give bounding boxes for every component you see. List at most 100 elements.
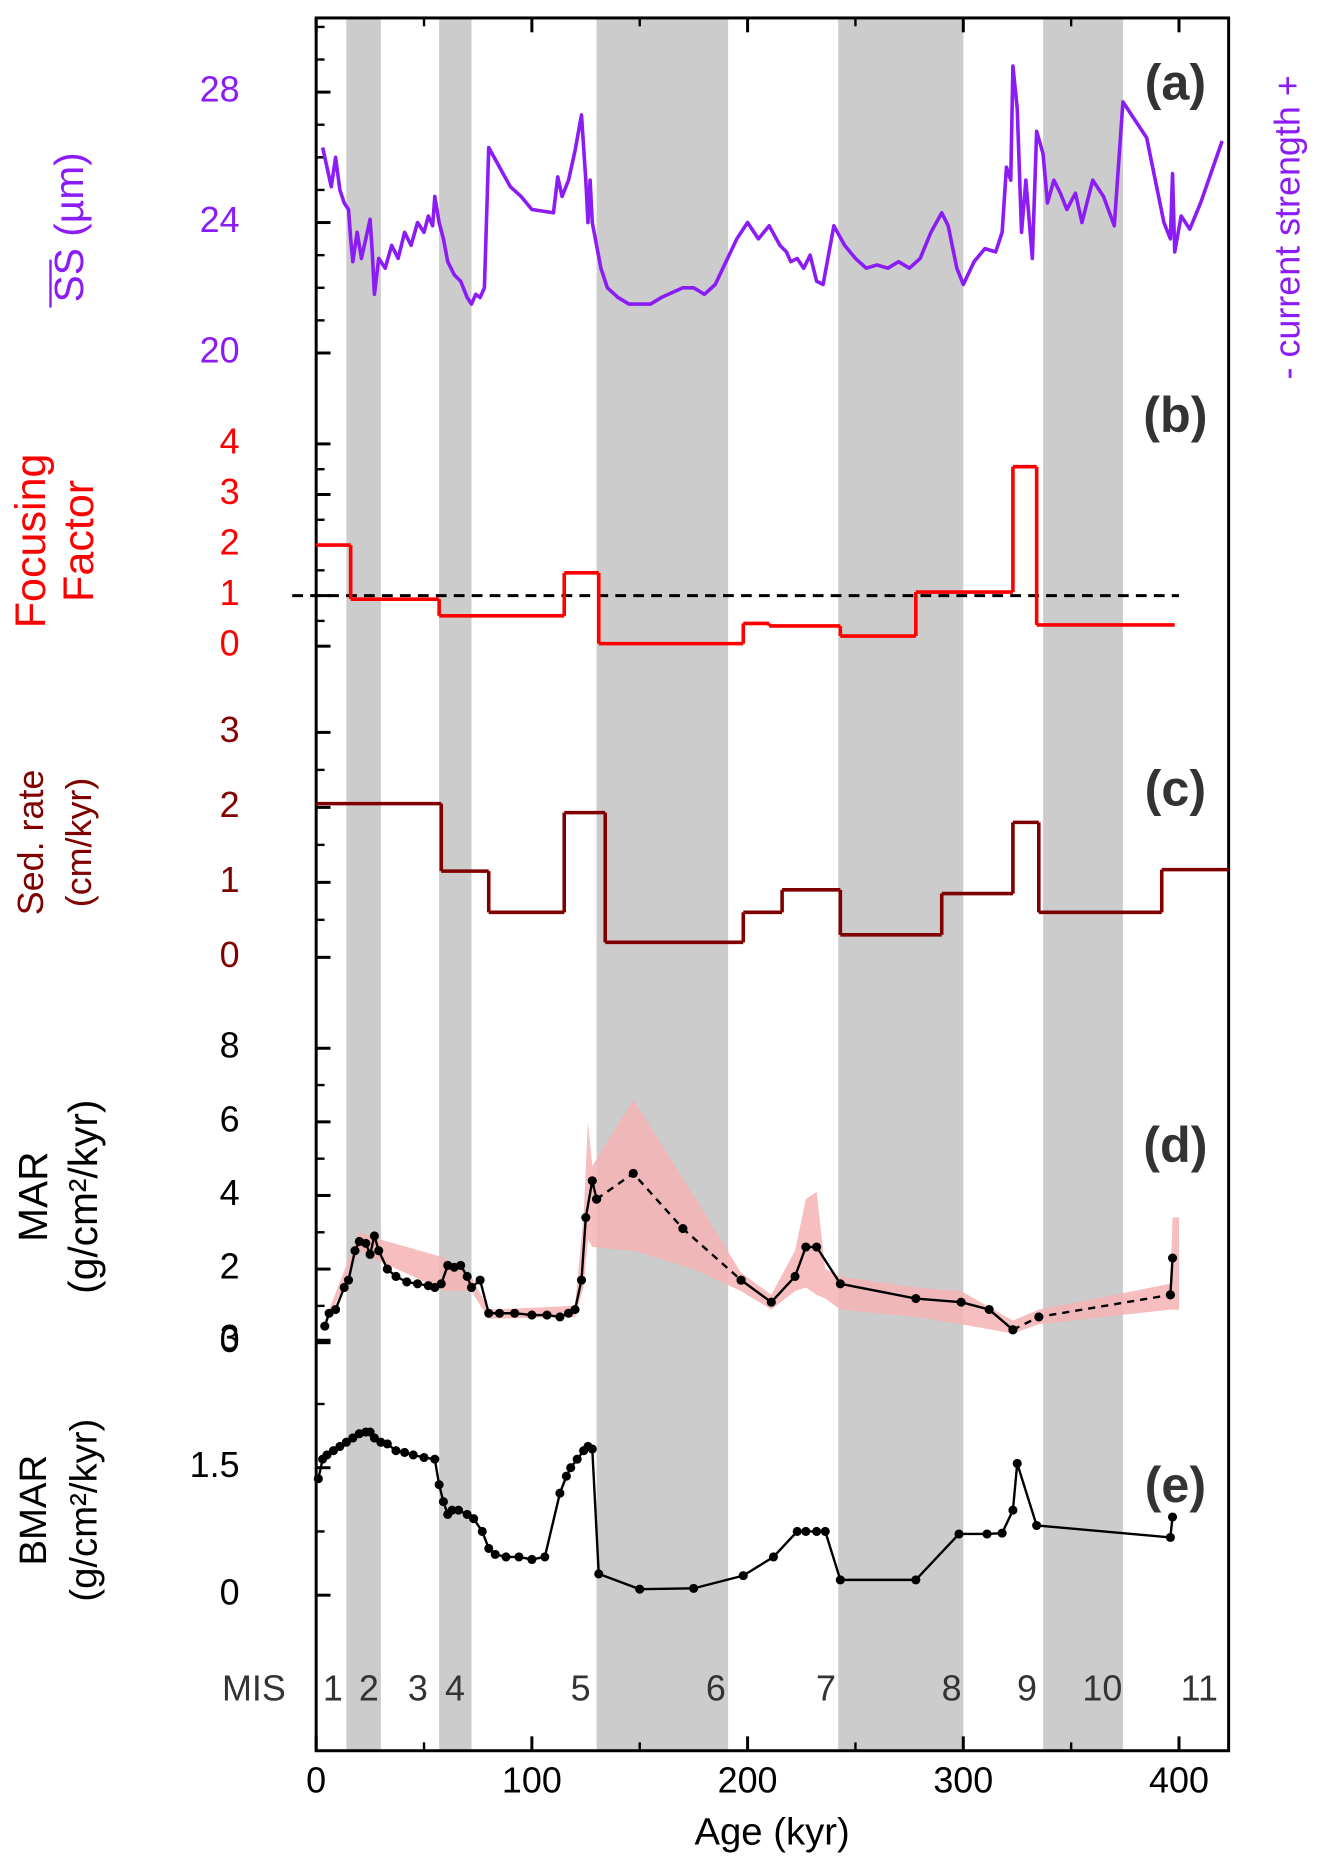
data-point — [792, 1526, 802, 1536]
data-point — [911, 1293, 921, 1304]
data-point — [335, 1441, 345, 1452]
data-point — [1165, 1290, 1175, 1300]
data-point — [581, 1213, 591, 1223]
data-point — [678, 1224, 688, 1234]
data-point — [343, 1275, 354, 1285]
data-point — [768, 1552, 779, 1562]
data-point — [438, 1497, 448, 1507]
data-point — [320, 1321, 330, 1331]
data-point — [911, 1575, 921, 1585]
mis-stage: 1 — [323, 1668, 343, 1708]
data-point — [1008, 1325, 1018, 1335]
x-tick-label: 0 — [306, 1761, 326, 1801]
data-point — [555, 1312, 565, 1322]
data-point — [1034, 1312, 1044, 1322]
data-point — [391, 1271, 401, 1281]
y-tick-label: 0 — [220, 935, 240, 975]
data-point — [328, 1446, 338, 1456]
mis-stage: 11 — [1181, 1668, 1218, 1708]
mis-stage: 9 — [1017, 1668, 1037, 1708]
data-point — [835, 1575, 845, 1585]
mis-stage: 2 — [359, 1668, 379, 1708]
data-point — [801, 1526, 811, 1536]
y-axis-title: Sed. rate — [11, 770, 51, 916]
data-point — [540, 1552, 550, 1562]
data-point — [542, 1310, 552, 1320]
data-point — [434, 1480, 444, 1490]
y-axis-title: SS (µm) — [46, 152, 92, 302]
mis-stage: 10 — [1082, 1668, 1122, 1708]
series-line — [595, 1172, 742, 1282]
y-axis-title: MAR — [10, 1151, 56, 1241]
data-point — [1167, 1253, 1178, 1263]
mis-stage: 8 — [942, 1668, 962, 1708]
data-point — [689, 1583, 699, 1593]
data-point — [391, 1446, 401, 1456]
data-point — [400, 1447, 410, 1457]
glacial-band — [596, 17, 729, 1751]
data-point — [462, 1509, 472, 1519]
data-point — [501, 1552, 511, 1562]
data-point — [736, 1275, 746, 1285]
y-tick-label: 4 — [220, 421, 240, 461]
right-axis-title: - current strength + — [1268, 75, 1308, 379]
data-point — [462, 1271, 472, 1281]
frame — [314, 16, 1231, 1753]
data-point — [466, 1282, 477, 1293]
data-point — [369, 1433, 379, 1443]
data-point — [812, 1242, 822, 1252]
data-point — [561, 1471, 571, 1481]
mis-stage: 6 — [706, 1668, 726, 1708]
data-point — [1165, 1532, 1175, 1542]
y-tick-label: 3 — [220, 710, 240, 750]
data-point — [576, 1275, 587, 1285]
data-point — [490, 1549, 500, 1559]
data-point — [587, 1176, 597, 1186]
data-point — [514, 1552, 524, 1562]
data-point — [587, 1444, 597, 1454]
y-axis-title: Focusing — [7, 453, 55, 628]
data-point — [408, 1450, 418, 1460]
x-tick-label: 200 — [718, 1761, 778, 1801]
data-point — [412, 1279, 423, 1289]
data-point — [766, 1297, 776, 1307]
data-point — [572, 1454, 582, 1464]
data-point — [592, 1194, 602, 1204]
glacial-band — [439, 17, 472, 1751]
data-point — [1167, 1512, 1178, 1522]
x-axis-title: Age (kyr) — [694, 1811, 849, 1854]
glacial-band — [838, 17, 964, 1751]
data-point — [339, 1282, 349, 1293]
y-axis-title: (g/cm²/kyr) — [60, 1100, 106, 1294]
data-point — [594, 1569, 604, 1579]
data-point — [494, 1308, 505, 1318]
data-point — [628, 1168, 638, 1178]
panel-label: (e) — [1145, 1457, 1206, 1513]
data-point — [484, 1543, 494, 1553]
data-point — [1012, 1458, 1022, 1469]
data-point — [570, 1305, 580, 1315]
panel-label: (d) — [1143, 1117, 1207, 1173]
data-point — [835, 1279, 845, 1289]
glacial-band — [1043, 17, 1123, 1751]
mis-stage: 4 — [445, 1668, 465, 1708]
y-tick-label: 2 — [220, 1247, 240, 1287]
mis-stage: 5 — [571, 1668, 591, 1708]
data-point — [331, 1305, 341, 1315]
mis-stage: 3 — [408, 1668, 428, 1708]
y-tick-label: 28 — [200, 70, 240, 110]
y-axis-title: (g/cm²/kyr) — [63, 1419, 106, 1602]
data-point — [430, 1454, 440, 1464]
glacial-band — [346, 17, 381, 1751]
data-point — [635, 1584, 645, 1594]
series-line — [1169, 1257, 1174, 1295]
y-tick-label: 2 — [220, 523, 240, 563]
panel-label: (b) — [1143, 387, 1207, 443]
y-tick-label: 0 — [220, 624, 240, 664]
data-point — [348, 1433, 358, 1443]
data-point — [313, 1474, 323, 1484]
data-point — [738, 1571, 748, 1581]
